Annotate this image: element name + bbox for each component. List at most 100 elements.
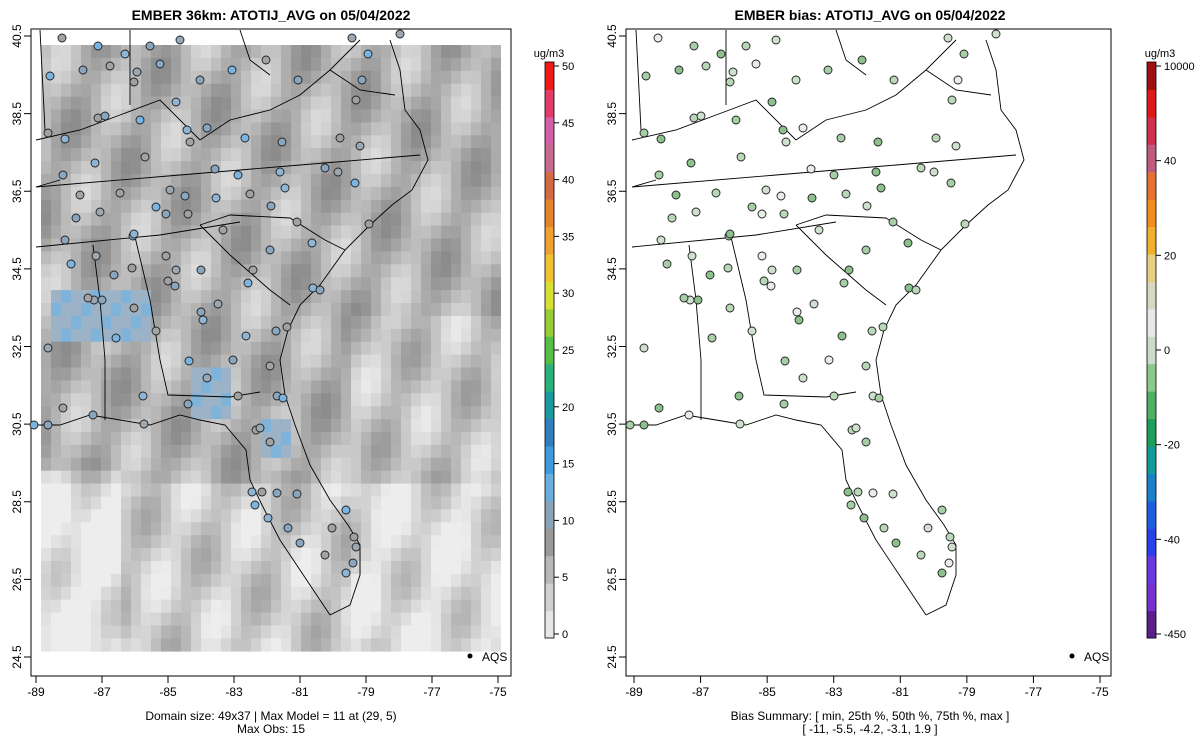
grid-cell [411,238,422,252]
observation-point [180,191,190,201]
grid-cell [111,122,122,136]
observation-point [163,276,173,286]
grid-cell [441,380,452,394]
grid-cell [171,393,182,407]
grid-cell [161,122,172,136]
grid-cell [91,548,102,562]
observation-point [283,523,293,533]
grid-cell [341,573,352,588]
grid-cell [121,122,132,136]
observation-point [265,245,275,255]
grid-cell [461,522,472,536]
grid-cell [291,109,302,123]
observation-point [185,137,195,147]
grid-cell [471,264,482,278]
grid-cell [461,432,472,446]
grid-cell [391,328,402,342]
grid-cell [431,212,442,226]
grid-cell [461,290,472,304]
grid-cell [261,522,272,536]
grid-cell [291,251,302,265]
grid-cell [481,483,492,497]
grid-cell [241,303,252,317]
grid-cell [241,393,252,407]
grid-cell [131,251,142,265]
grid-cell [161,264,172,278]
grid-cell [41,470,52,484]
grid-cell [471,419,482,433]
grid-cell [251,199,262,213]
grid-cell [431,432,442,446]
grid-cell [451,341,462,355]
bias-point [711,188,721,198]
state-border [635,29,642,131]
grid-cell [101,522,112,536]
grid-cell [331,419,342,433]
grid-cell [101,406,112,420]
grid-cell [301,380,312,394]
grid-cell [111,586,122,600]
grid-cell [171,122,182,136]
grid-cell [221,522,232,536]
grid-cell [101,548,112,562]
grid-cell [411,573,422,588]
grid-cell [431,354,442,368]
grid-cell [231,419,242,433]
grid-cell [461,380,472,394]
grid-cell [61,444,72,459]
grid-cell [161,457,172,471]
grid-cell [81,380,92,394]
bias-point [807,193,817,203]
bias-point [767,265,777,275]
grid-cell [141,406,152,420]
grid-cell [41,135,52,149]
grid-cell [301,599,312,613]
grid-cell [471,290,482,304]
grid-cell [381,186,392,201]
grid-cell [71,45,82,59]
grid-cell [281,638,292,652]
grid-cell [451,496,462,510]
grid-cell [381,57,392,72]
grid-cell [181,638,192,652]
grid-cell [361,419,372,433]
grid-cell [251,290,262,304]
grid-cell [441,470,452,484]
grid-cell [161,522,172,536]
grid-cell [71,522,82,536]
grid-cell [91,148,102,162]
grid-cell [221,483,232,497]
grid-cell [51,186,62,201]
grid-cell [211,148,222,162]
grid-cell [381,406,392,420]
grid-cell [261,148,272,162]
grid-cell [171,419,182,433]
x-tick-label: -83 [825,685,843,699]
grid-cell [101,625,112,639]
grid-cell [171,380,182,394]
grid-cell [71,290,82,304]
grid-cell [371,586,382,600]
grid-cell [461,212,472,226]
grid-cell [161,354,172,368]
grid-cell [61,238,72,252]
grid-cell [181,174,192,188]
grid-cell [291,612,302,626]
grid-cell [281,380,292,394]
grid-cell [241,573,252,588]
grid-cell [231,612,242,626]
grid-cell [391,57,402,72]
grid-cell [301,70,312,84]
grid-cell [441,419,452,433]
grid-cell [421,586,432,600]
grid-cell [51,83,62,97]
grid-cell [111,148,122,162]
grid-cell [331,380,342,394]
grid-cell [491,612,502,626]
grid-cell [401,199,412,213]
bias-point [776,191,786,201]
grid-cell [201,174,212,188]
grid-cell [411,393,422,407]
grid-cell [141,135,152,149]
grid-cell [201,212,212,226]
